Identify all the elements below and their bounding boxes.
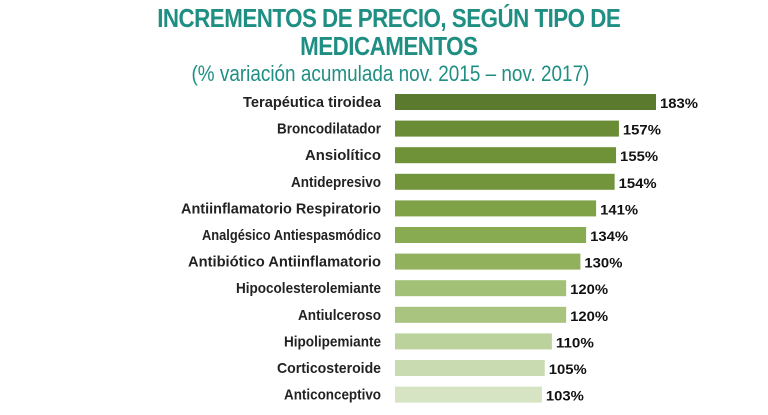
bar xyxy=(395,94,656,110)
value-label: 157% xyxy=(623,122,662,138)
value-label: 183% xyxy=(660,95,699,111)
category-label: Ansiolítico xyxy=(305,147,381,164)
category-label: Antidepresivo xyxy=(291,174,381,191)
bar xyxy=(395,306,567,323)
category-label: Antibiótico Antiinflamatorio xyxy=(188,254,381,271)
bar xyxy=(395,227,587,243)
value-label: 110% xyxy=(556,334,595,350)
value-label: 103% xyxy=(546,388,585,404)
category-label: Antiulceroso xyxy=(298,307,381,324)
bar xyxy=(395,120,619,137)
category-label: Hipolipemiante xyxy=(284,333,381,350)
category-label: Antiinflamatorio Respiratorio xyxy=(181,200,381,217)
chart-title-line-2: MEDICAMENTOS xyxy=(300,31,478,61)
bar xyxy=(395,386,542,403)
value-label: 120% xyxy=(570,308,609,324)
chart-title-line-1: INCREMENTOS DE PRECIO, SEGÚN TIPO DE xyxy=(157,3,621,33)
value-label: 130% xyxy=(584,255,623,271)
bar xyxy=(395,173,615,190)
bar xyxy=(395,147,617,164)
chart-subtitle: (% variación acumulada nov. 2015 – nov. … xyxy=(191,61,590,86)
bar xyxy=(395,333,552,350)
value-label: 120% xyxy=(570,281,609,297)
value-label: 134% xyxy=(590,228,629,244)
category-label: Analgésico Antiespasmódico xyxy=(202,227,381,244)
bar xyxy=(395,360,545,376)
value-label: 141% xyxy=(600,201,639,217)
category-label: Corticosteroide xyxy=(277,360,381,377)
value-label: 154% xyxy=(619,175,658,191)
bar xyxy=(395,280,567,297)
value-label: 155% xyxy=(620,148,659,164)
bar xyxy=(395,253,581,270)
category-label: Anticonceptivo xyxy=(284,387,381,404)
bar xyxy=(395,200,597,217)
value-label: 105% xyxy=(549,361,588,377)
category-label: Broncodilatador xyxy=(277,121,381,138)
category-label: Hipocolesterolemiante xyxy=(236,280,381,297)
category-label: Terapéutica tiroidea xyxy=(243,94,382,111)
